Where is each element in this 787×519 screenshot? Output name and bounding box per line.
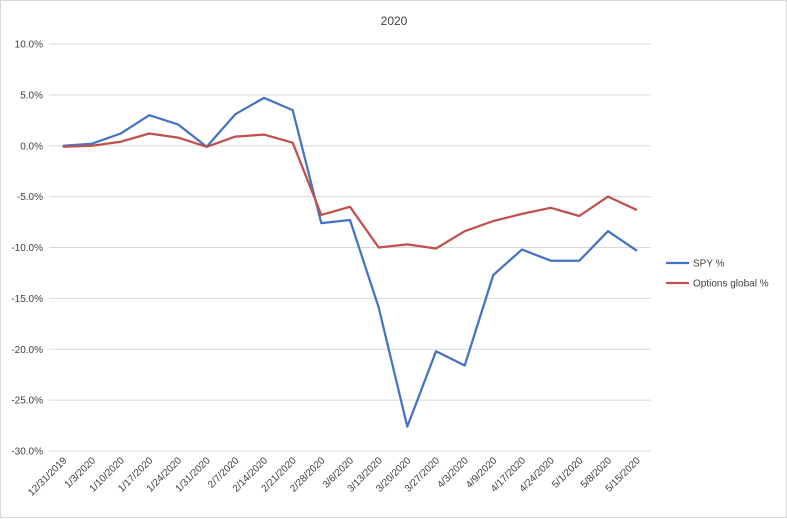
y-tick-label: -30.0%	[11, 447, 43, 458]
data-point	[291, 109, 294, 111]
data-point	[607, 195, 609, 198]
data-point	[406, 425, 409, 428]
y-tick-label: -20.0%	[11, 345, 43, 356]
data-point	[463, 230, 466, 233]
data-point	[607, 230, 609, 233]
legend: SPY % Options global %	[666, 259, 769, 290]
data-point	[635, 249, 638, 252]
legend-label: Options global %	[693, 279, 769, 290]
legend-label: SPY %	[693, 259, 725, 270]
y-tick-label: 10.0%	[15, 40, 43, 51]
chart-title: 2020	[381, 14, 408, 28]
y-tick-label: -25.0%	[11, 396, 43, 407]
y-tick-label: -10.0%	[11, 243, 43, 254]
data-point	[119, 132, 122, 135]
data-point	[349, 219, 351, 221]
data-point	[435, 247, 437, 250]
data-point	[91, 144, 93, 147]
data-point	[119, 140, 122, 143]
data-point	[291, 141, 294, 144]
data-point	[148, 114, 151, 117]
data-point	[635, 209, 638, 211]
data-point	[549, 259, 552, 262]
data-point	[406, 243, 409, 246]
data-point	[263, 133, 265, 136]
data-point	[521, 248, 523, 251]
data-point	[377, 246, 380, 249]
data-point	[578, 215, 581, 217]
data-point	[377, 306, 380, 309]
data-point	[177, 136, 179, 139]
gridlines	[49, 43, 651, 452]
y-tick-label: 0.0%	[20, 141, 43, 152]
data-point	[148, 132, 151, 135]
data-point	[320, 214, 323, 216]
series-lines	[62, 96, 638, 428]
y-tick-label: -15.0%	[11, 294, 43, 305]
data-point	[463, 364, 466, 367]
data-point	[521, 213, 523, 215]
y-tick-label: -5.0%	[17, 192, 43, 203]
data-point	[91, 142, 93, 145]
x-tick-label: 12/31/2019	[26, 455, 69, 498]
y-tick-label: 5.0%	[20, 90, 43, 101]
data-point	[349, 206, 351, 208]
data-point	[234, 113, 237, 116]
data-point	[492, 274, 495, 276]
data-point	[435, 350, 437, 353]
data-point	[62, 145, 65, 148]
data-point	[205, 145, 208, 148]
data-point	[578, 259, 581, 262]
x-axis-ticks: 12/31/20191/3/20201/10/20201/17/20201/24…	[26, 455, 643, 498]
y-axis-ticks: 10.0% 5.0% 0.0% -5.0% -10.0% -15.0% -20.0% -25.…	[11, 40, 43, 458]
data-point	[177, 123, 179, 126]
series-line-0	[63, 96, 638, 428]
data-point	[492, 220, 495, 222]
data-point	[549, 207, 552, 209]
data-point	[263, 97, 265, 99]
data-point	[320, 222, 323, 224]
series-line-1	[63, 132, 638, 250]
data-point	[234, 135, 237, 138]
